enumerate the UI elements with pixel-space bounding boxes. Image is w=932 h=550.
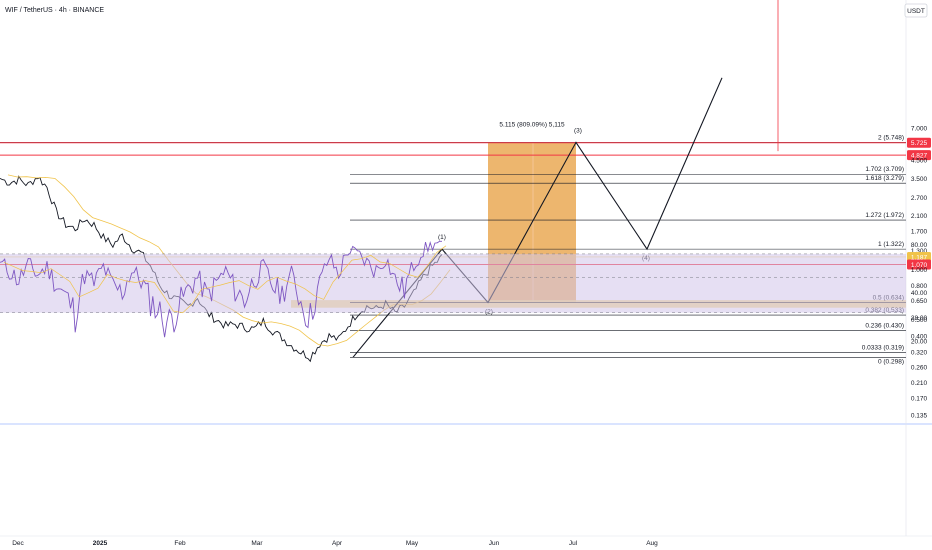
rsi-panel	[0, 240, 906, 338]
time-tick-8: Aug	[646, 540, 658, 547]
time-tick-7: Jul	[569, 540, 578, 547]
price-tag-9	[907, 251, 931, 262]
price-tag-label-1: 5.725	[911, 140, 928, 147]
price-tick-11: 1.000	[911, 267, 928, 274]
chart-title: WIF / TetherUS · 4h · BINANCE	[5, 7, 104, 14]
price-tag-1	[907, 137, 931, 148]
wave-label-3: (3)	[574, 127, 582, 134]
price-tag-10	[907, 259, 931, 270]
wave-label-1: (1)	[438, 234, 446, 241]
currency-badge[interactable]: USDT	[904, 3, 928, 18]
fib-label-8: 0.0333 (0.319)	[862, 344, 904, 351]
price-tag-label-10: 1.070	[911, 262, 928, 269]
rsi-tick-3: 20.00	[911, 338, 928, 345]
price-tick-17: 0.260	[911, 365, 928, 372]
price-tick-20: 0.135	[911, 412, 928, 419]
fib-label-4: 1 (1.322)	[878, 241, 904, 248]
fib-label-0: 2 (5.748)	[878, 134, 904, 141]
price-tick-16: 0.320	[911, 350, 928, 357]
fib-label-7: 0.236 (0.430)	[865, 323, 904, 330]
fib-label-2: 1.618 (3.279)	[865, 175, 904, 182]
price-tick-18: 0.210	[911, 380, 928, 387]
rsi-line	[0, 240, 442, 338]
price-tag-label-9: 1.187	[911, 254, 928, 261]
price-tick-7: 1.700	[911, 228, 928, 235]
price-tick-0: 7.000	[911, 126, 928, 133]
time-tick-5: May	[406, 540, 419, 547]
time-tick-4: Apr	[332, 540, 343, 547]
time-tick-0: Dec	[12, 540, 24, 547]
price-tick-6: 2.100	[911, 213, 928, 220]
fib-label-1: 1.702 (3.709)	[865, 166, 904, 173]
currency-badge-label: USDT	[907, 8, 925, 15]
price-tag-label-2: 4.827	[911, 153, 928, 160]
rsi-ma-line	[3, 245, 447, 314]
price-tick-3: 4.500	[911, 158, 928, 165]
time-tick-6: Jun	[489, 540, 500, 547]
price-tick-5: 2.700	[911, 195, 928, 202]
rsi-tick-0: 80.00	[911, 242, 928, 249]
time-tick-2: Feb	[174, 540, 186, 547]
fib-label-3: 1.272 (1.972)	[865, 212, 904, 219]
time-axis[interactable]: Dec 2025 Feb Mar Apr May Jun Jul Aug	[12, 540, 658, 547]
price-tick-14: 0.500	[911, 317, 928, 324]
price-tick-4: 3.500	[911, 176, 928, 183]
price-tick-8: 1.300	[911, 248, 928, 255]
rsi-tick-2: 28.00	[911, 315, 928, 322]
fib-label-9: 0 (0.298)	[878, 358, 904, 365]
time-tick-3: Mar	[251, 540, 263, 547]
price-tick-19: 0.170	[911, 396, 928, 403]
rsi-band	[0, 253, 906, 313]
price-tick-12: 0.800	[911, 283, 928, 290]
price-tick-15: 0.400	[911, 333, 928, 340]
price-tick-13: 0.650	[911, 298, 928, 305]
price-tag-2	[907, 150, 931, 161]
projection-annotation: 5.115 (809.09%) 5,115	[499, 121, 565, 128]
rsi-tick-1: 40.00	[911, 290, 928, 297]
time-tick-1: 2025	[93, 540, 108, 547]
